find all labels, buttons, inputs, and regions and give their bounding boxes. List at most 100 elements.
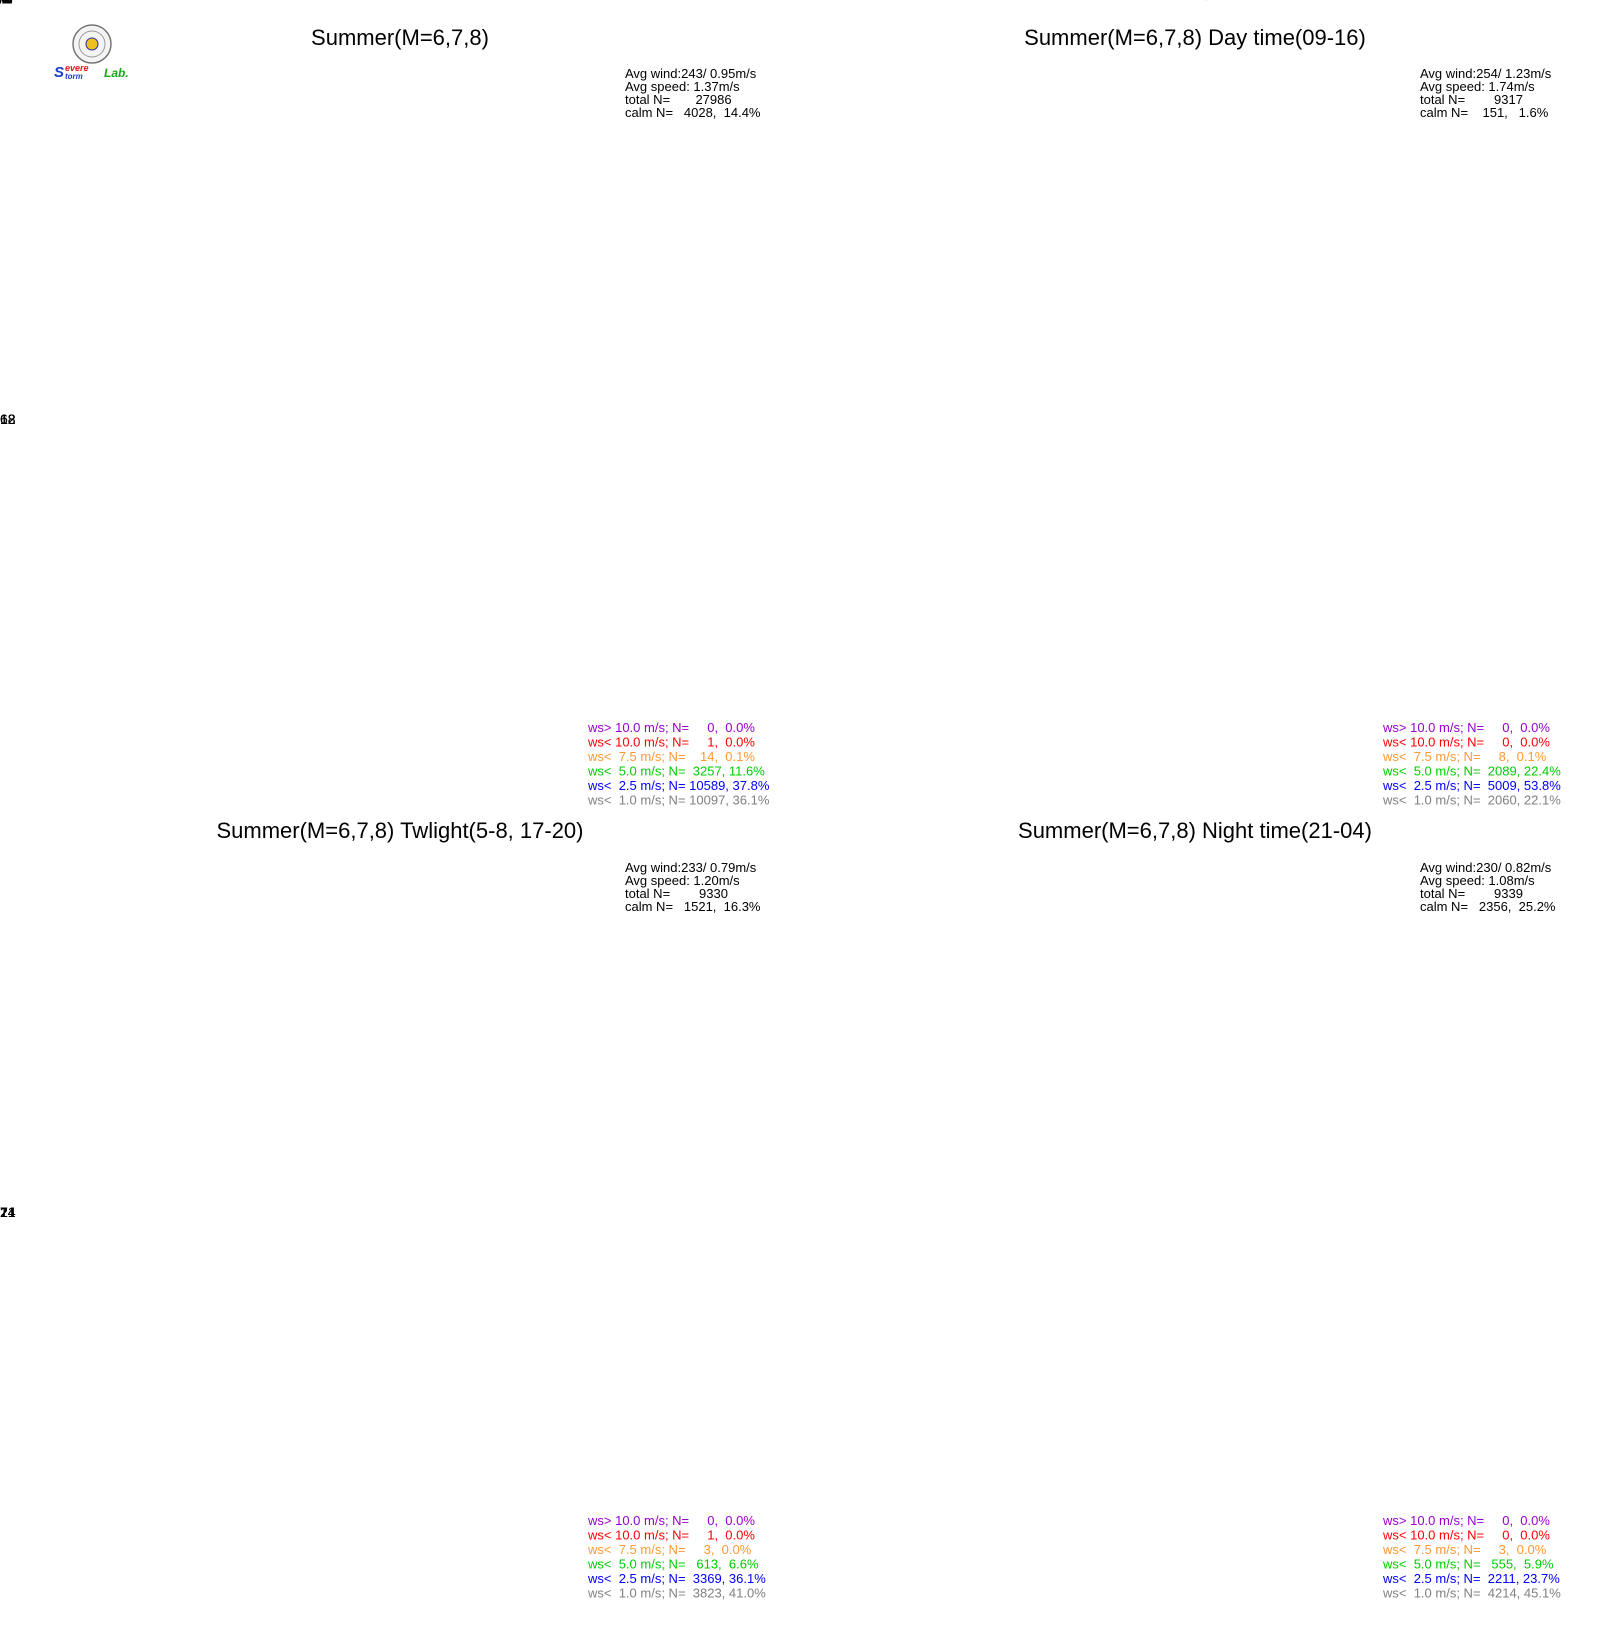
bar-pct-label: 17.9 (0, 0, 13, 6)
logo-seal-inner (78, 30, 106, 58)
avg-speed-text: Avg speed: 1.37m/s (625, 79, 740, 94)
bar-pct-label: 14.8 (0, 0, 13, 6)
bar-pct-label: 3.8 (0, 0, 9, 6)
ring-label: 21 (0, 1204, 16, 1220)
legend-entry: ws< 1.0 m/s; N= 10097, 36.1% (587, 793, 770, 808)
bar-pct-label: 2.2 (0, 0, 9, 6)
ring-label: 18 (0, 411, 16, 427)
panel-title: Summer(M=6,7,8) (311, 25, 489, 50)
avg-speed-text: Avg speed: 1.74m/s (1420, 79, 1535, 94)
ring-label: 7 (0, 1204, 8, 1220)
avg-wind-text: Avg wind:243/ 0.95m/s (625, 66, 757, 81)
ring-label: 12 (0, 411, 16, 427)
legend-entry: ws< 5.0 m/s; N= 613, 6.6% (587, 1557, 759, 1572)
panel-title: Summer(M=6,7,8) Twlight(5-8, 17-20) (216, 818, 583, 843)
panel-title: Summer(M=6,7,8) Day time(09-16) (1024, 25, 1366, 50)
bar-pct-label: 4.9 (0, 0, 9, 6)
calm-n-text: calm N= 1521, 16.3% (625, 899, 761, 914)
bar-pct-label: 6.6 (0, 0, 9, 6)
legend-entry: ws< 10.0 m/s; N= 0, 0.0% (1382, 735, 1550, 750)
bar-labels: 2.74.720.317.74.93.02.3 (0, 0, 13, 6)
ring-label: 6 (0, 411, 8, 427)
avg-wind-text: Avg wind:230/ 0.82m/s (1420, 860, 1552, 875)
legend-entry: ws< 7.5 m/s; N= 14, 0.1% (587, 749, 755, 764)
speed-legend: ws> 10.0 m/s; N= 0, 0.0%ws< 10.0 m/s; N=… (1382, 720, 1561, 808)
bar-pct-label: 2.8 (0, 0, 9, 6)
legend-entry: ws< 1.0 m/s; N= 3823, 41.0% (587, 1586, 766, 1601)
total-n-text: total N= 9330 (625, 886, 728, 901)
bar-pct-label: 3.1 (0, 0, 9, 6)
speed-legend: ws> 10.0 m/s; N= 0, 0.0%ws< 10.0 m/s; N=… (1382, 1513, 1561, 1601)
legend-entry: ws< 10.0 m/s; N= 1, 0.0% (587, 735, 755, 750)
stats-box: Avg wind:233/ 0.79m/s Avg speed: 1.20m/s… (625, 860, 761, 914)
ring-label: 6 (0, 411, 8, 427)
bar-pct-label: 2.7 (0, 0, 9, 6)
legend-entry: ws> 10.0 m/s; N= 0, 0.0% (587, 1513, 755, 1528)
avg-wind-text: Avg wind:233/ 0.79m/s (625, 860, 757, 875)
bar-pct-label: 17.7 (0, 0, 13, 6)
bar-pct-label: 15.1 (0, 0, 13, 6)
bar-pct-label: 9.3 (0, 0, 9, 6)
bar-pct-label: 2.4 (0, 0, 9, 6)
legend-entry: ws< 5.0 m/s; N= 555, 5.9% (1382, 1557, 1554, 1572)
bar-pct-label: 3.1 (0, 0, 9, 6)
bar-labels: 2.43.42.53.66.018.617.43.8 (0, 0, 13, 6)
bar-pct-label: 20.3 (0, 0, 13, 6)
bar-pct-label: 3.0 (0, 0, 9, 6)
calm-n-text: calm N= 151, 1.6% (1420, 105, 1549, 120)
logo-text-torm: torm (65, 72, 83, 81)
legend-entry: ws> 10.0 m/s; N= 0, 0.0% (1382, 720, 1550, 735)
bar-pct-label: 4.1 (0, 0, 9, 6)
avg-wind-text: Avg wind:254/ 1.23m/s (1420, 66, 1552, 81)
logo-seal-emblem (85, 37, 99, 51)
bar-pct-label: 2.2 (0, 0, 9, 6)
bar-pct-label: 3.1 (0, 0, 9, 6)
bar-pct-label: 3.5 (0, 0, 9, 6)
bar-pct-label: 2.5 (0, 0, 9, 6)
legend-entry: ws> 10.0 m/s; N= 0, 0.0% (1382, 1513, 1550, 1528)
ring-label: 18 (0, 411, 16, 427)
total-n-text: total N= 27986 (625, 92, 732, 107)
stats-box: Avg wind:254/ 1.23m/s Avg speed: 1.74m/s… (1420, 66, 1552, 120)
logo-text-lab: Lab. (104, 66, 129, 80)
legend-entry: ws> 10.0 m/s; N= 0, 0.0% (587, 720, 755, 735)
avg-speed-text: Avg speed: 1.20m/s (625, 873, 740, 888)
legend-entry: ws< 7.5 m/s; N= 3, 0.0% (1382, 1542, 1547, 1557)
legend-entry: ws< 10.0 m/s; N= 0, 0.0% (1382, 1528, 1550, 1543)
severe-storm-lab-logo: S evere torm Lab. (54, 24, 129, 81)
legend-entry: ws< 7.5 m/s; N= 8, 0.1% (1382, 749, 1547, 764)
legend-entry: ws< 7.5 m/s; N= 3, 0.0% (587, 1542, 752, 1557)
bar-pct-label: 18.6 (0, 0, 13, 6)
bar-pct-label: 17.4 (0, 0, 13, 6)
calm-n-text: calm N= 4028, 14.4% (625, 105, 761, 120)
bar-pct-label: 2.2 (0, 0, 9, 6)
bar-labels: 2.22.24.12.45.013.515.114.79.32.82.53.03… (0, 0, 13, 6)
bar-pct-label: 3.0 (0, 0, 9, 6)
avg-speed-text: Avg speed: 1.08m/s (1420, 873, 1535, 888)
bar-pct-label: 2.4 (0, 0, 9, 6)
legend-entry: ws< 2.5 m/s; N= 5009, 53.8% (1382, 778, 1561, 793)
bar-pct-label: 14.7 (0, 0, 13, 6)
legend-entry: ws< 2.5 m/s; N= 10589, 37.8% (587, 778, 770, 793)
bar-pct-label: 5.0 (0, 0, 9, 6)
legend-entry: ws< 2.5 m/s; N= 3369, 36.1% (587, 1571, 766, 1586)
bar-pct-label: 2.5 (0, 0, 9, 6)
calm-n-text: calm N= 2356, 25.2% (1420, 899, 1556, 914)
legend-entry: ws< 2.5 m/s; N= 2211, 23.7% (1382, 1571, 1560, 1586)
speed-legend: ws> 10.0 m/s; N= 0, 0.0%ws< 10.0 m/s; N=… (587, 720, 770, 808)
bar-pct-label: 2.3 (0, 0, 9, 6)
legend-entry: ws< 1.0 m/s; N= 4214, 45.1% (1382, 1586, 1561, 1601)
bar-pct-label: 8.6 (0, 0, 9, 6)
ring-label: 14 (0, 1204, 16, 1220)
logo-text-s: S (54, 64, 64, 81)
bar-pct-label: 3.4 (0, 0, 9, 6)
speed-legend: ws> 10.0 m/s; N= 0, 0.0%ws< 10.0 m/s; N=… (587, 1513, 766, 1601)
